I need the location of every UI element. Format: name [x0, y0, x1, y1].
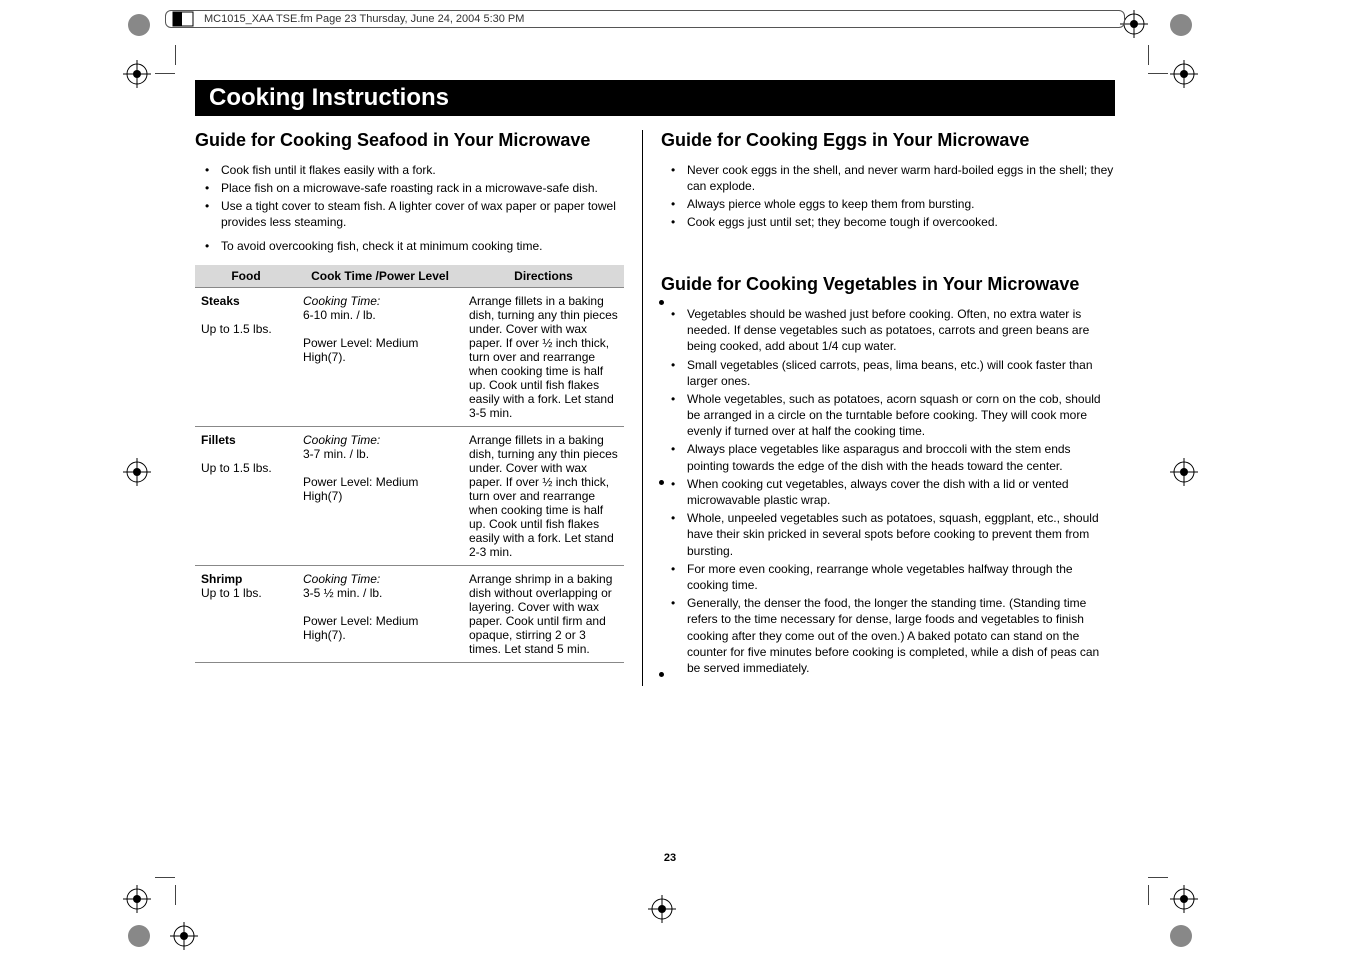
- reg-mark-ll-target: [123, 885, 151, 913]
- seafood-table: Food Cook Time /Power Level Directions S…: [195, 265, 624, 663]
- power: Power Level: Medium High(7).: [303, 614, 418, 642]
- page-icon: [172, 11, 194, 27]
- table-row: Steaks Up to 1.5 lbs. Cooking Time: 6-10…: [195, 287, 624, 426]
- veg-bullet: When cooking cut vegetables, always cove…: [661, 476, 1115, 508]
- power: Power Level: Medium High(7).: [303, 336, 418, 364]
- right-column: Guide for Cooking Eggs in Your Microwave…: [643, 130, 1115, 686]
- file-meta-bar: MC1015_XAA TSE.fm Page 23 Thursday, June…: [165, 10, 1125, 28]
- table-row: Fillets Up to 1.5 lbs. Cooking Time: 3-7…: [195, 426, 624, 565]
- veg-bullet: For more even cooking, rearrange whole v…: [661, 561, 1115, 593]
- veg-bullet: Whole, unpeeled vegetables such as potat…: [661, 510, 1115, 559]
- seafood-bullet: Place fish on a microwave-safe roasting …: [195, 180, 624, 196]
- veg-bullets: Vegetables should be washed just before …: [661, 306, 1115, 676]
- eggs-bullets: Never cook eggs in the shell, and never …: [661, 162, 1115, 231]
- reg-mark-bl-target: [170, 922, 198, 950]
- directions: Arrange fillets in a baking dish, turnin…: [463, 426, 624, 565]
- crop-line: [155, 73, 175, 74]
- table-row: Shrimp Up to 1 lbs. Cooking Time: 3-5 ½ …: [195, 565, 624, 662]
- time-label: Cooking Time:: [303, 433, 380, 447]
- crop-line: [175, 45, 176, 65]
- reg-mark-bl-circle: [128, 925, 150, 947]
- food-label: Fillets: [201, 433, 236, 447]
- food-sub: Up to 1.5 lbs.: [201, 322, 272, 336]
- seafood-bullets: Cook fish until it flakes easily with a …: [195, 162, 624, 255]
- seafood-heading: Guide for Cooking Seafood in Your Microw…: [195, 130, 624, 152]
- reg-mark-mr-target: [1170, 458, 1198, 486]
- left-column: Guide for Cooking Seafood in Your Microw…: [195, 130, 643, 686]
- reg-mark-tl-circle: [128, 14, 150, 36]
- seafood-bullet: To avoid overcooking fish, check it at m…: [195, 238, 624, 254]
- reg-mark-lr-target: [1170, 885, 1198, 913]
- reg-mark-ur-target: [1170, 60, 1198, 88]
- veg-bullet: Generally, the denser the food, the long…: [661, 595, 1115, 676]
- eggs-heading: Guide for Cooking Eggs in Your Microwave: [661, 130, 1115, 152]
- crop-line: [1148, 877, 1168, 878]
- th-dir: Directions: [463, 265, 624, 288]
- th-food: Food: [195, 265, 297, 288]
- food-sub: Up to 1.5 lbs.: [201, 461, 272, 475]
- veg-bullet: Whole vegetables, such as potatoes, acor…: [661, 391, 1115, 440]
- directions: Arrange fillets in a baking dish, turnin…: [463, 287, 624, 426]
- page-number: 23: [664, 852, 676, 864]
- page-title: Cooking Instructions: [195, 80, 1115, 116]
- veg-heading: Guide for Cooking Vegetables in Your Mic…: [661, 274, 1115, 296]
- seafood-bullet: Use a tight cover to steam fish. A light…: [195, 198, 624, 230]
- time-label: Cooking Time:: [303, 572, 380, 586]
- food-label: Steaks: [201, 294, 240, 308]
- power: Power Level: Medium High(7): [303, 475, 418, 503]
- eggs-bullet: Cook eggs just until set; they become to…: [661, 214, 1115, 230]
- time-val: 6-10 min. / lb.: [303, 308, 376, 322]
- veg-bullet: Vegetables should be washed just before …: [661, 306, 1115, 355]
- time-val: 3-5 ½ min. / lb.: [303, 586, 382, 600]
- crop-line: [1148, 45, 1149, 65]
- crop-line: [1148, 885, 1149, 905]
- reg-mark-ml-target: [123, 458, 151, 486]
- reg-mark-mc-target: [648, 895, 676, 923]
- page-content: Cooking Instructions Guide for Cooking S…: [195, 80, 1145, 686]
- reg-mark-tr-circle: [1170, 14, 1192, 36]
- th-time: Cook Time /Power Level: [297, 265, 463, 288]
- crop-line: [1148, 73, 1168, 74]
- food-label: Shrimp: [201, 572, 242, 586]
- time-val: 3-7 min. / lb.: [303, 447, 369, 461]
- veg-bullet: Small vegetables (sliced carrots, peas, …: [661, 357, 1115, 389]
- food-sub: Up to 1 lbs.: [201, 586, 262, 600]
- directions: Arrange shrimp in a baking dish without …: [463, 565, 624, 662]
- file-meta-text: MC1015_XAA TSE.fm Page 23 Thursday, June…: [204, 13, 524, 25]
- eggs-bullet: Never cook eggs in the shell, and never …: [661, 162, 1115, 194]
- eggs-bullet: Always pierce whole eggs to keep them fr…: [661, 196, 1115, 212]
- seafood-bullet: Cook fish until it flakes easily with a …: [195, 162, 624, 178]
- crop-line: [175, 885, 176, 905]
- time-label: Cooking Time:: [303, 294, 380, 308]
- reg-mark-br-circle: [1170, 925, 1192, 947]
- veg-bullet: Always place vegetables like asparagus a…: [661, 441, 1115, 473]
- reg-mark-ul-target: [123, 60, 151, 88]
- crop-line: [155, 877, 175, 878]
